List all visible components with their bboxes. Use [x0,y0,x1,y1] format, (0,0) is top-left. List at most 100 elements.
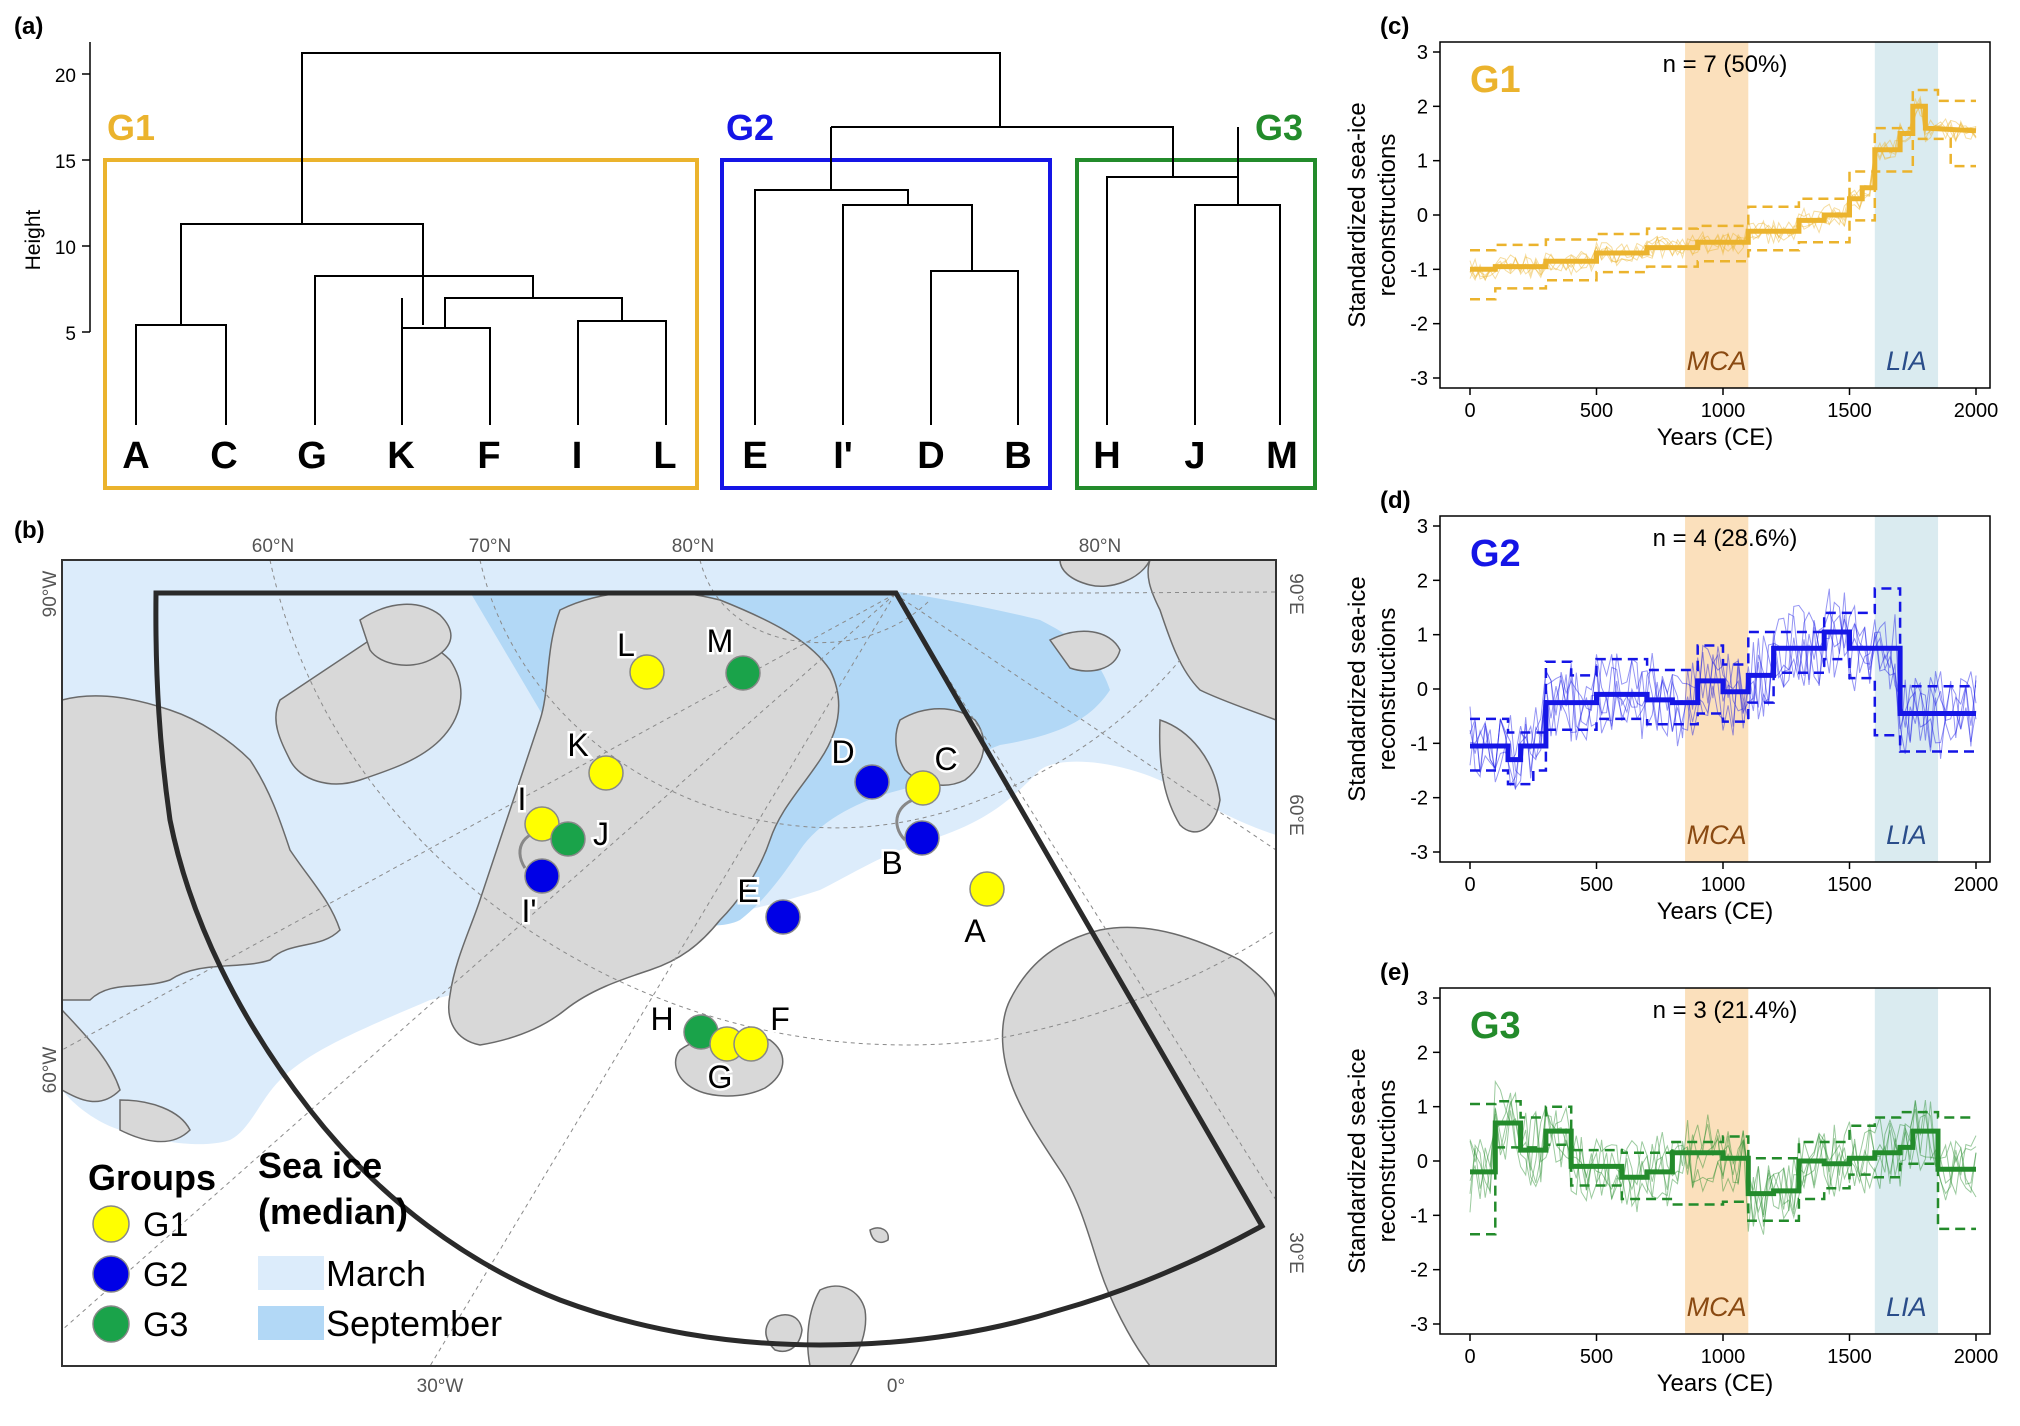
leaf-label: I' [833,435,853,477]
median-line [1470,629,1976,763]
median-line [1470,103,1977,272]
upper-envelope [1470,587,1976,734]
y-tick-label: -2 [1410,314,1428,336]
x-tick-label: 2000 [1954,874,1999,896]
map-canvas [62,560,1276,1366]
x-tick-label: 1000 [1701,874,1746,896]
lower-envelope [1470,657,1976,786]
legend-september-label: September [326,1303,502,1344]
y-tick-label: 3 [1417,516,1428,538]
y-tick-label: 3 [1417,988,1428,1010]
x-tick-label: 2000 [1954,400,1999,422]
legend-g2-marker [92,1255,130,1293]
legend-ice-title-1: Sea ice [258,1145,382,1186]
y-axis-title: Standardized sea-ice reconstructions [1344,102,1401,327]
site-label: A [964,913,986,949]
g2-title: G2 [726,107,774,148]
leaf-label: M [1266,435,1298,477]
g3-title: G3 [1255,107,1303,148]
x-tick-label: 0 [1464,874,1475,896]
upper-envelope [1470,88,1976,252]
site-marker-l [629,654,665,690]
y-tick-label: 5 [65,324,76,345]
lon-label: 30°E [1285,1232,1306,1273]
shade-mca [1685,42,1749,388]
y-tick-label: 10 [55,238,76,259]
lon-label: 60°E [1285,794,1306,835]
site-marker-f [733,1026,769,1062]
legend-g3-marker [92,1305,130,1343]
panel-label: (c) [1380,13,1409,40]
count-label: n = 4 (28.6%) [1653,525,1798,552]
legend-march-label: March [326,1253,426,1294]
legend-groups-title: Groups [88,1157,216,1198]
y-tick-label: -1 [1410,733,1428,755]
y-axis-title: Standardized sea-ice reconstructions [1344,576,1401,801]
panel-label: (e) [1380,959,1409,986]
legend-g1-label: G1 [143,1206,188,1244]
leaf-label: K [387,435,415,477]
legend-september-swatch [258,1306,324,1340]
y-tick-label: -1 [1410,1205,1428,1227]
lon-label: 90°E [1285,573,1306,614]
y-tick-label: 2 [1417,96,1428,118]
upper-envelope [1470,1099,1976,1160]
site-label: E [737,873,758,909]
site-label: B [881,845,902,881]
y-tick-label: 0 [1417,1151,1428,1173]
site-marker-k [588,755,624,791]
y-tick-label: 2 [1417,570,1428,592]
panel-b: (b) [14,517,1306,1397]
y-tick-label: 1 [1417,1097,1428,1119]
leaf-label: C [210,435,237,477]
lat-label: 70°N [469,536,511,557]
x-tick-label: 500 [1580,1346,1613,1368]
median-line [1470,1120,1976,1197]
shade-label-lia: LIA [1886,820,1927,850]
g1-title: G1 [107,107,155,148]
x-tick-label: 1500 [1827,400,1872,422]
panel-a: (a) 5 10 15 20 Height G1 G2 G3 A C G K [14,13,1317,490]
site-label: J [593,816,609,852]
map-legend: Groups G1 G2 G3 Sea ice (median) March S… [88,1145,502,1344]
site-label: K [567,727,588,763]
panel-a-label: (a) [14,13,43,40]
study-area-outline [153,590,1266,1348]
site-label: L [617,627,635,663]
y-ticks: 5 10 15 20 [55,66,90,345]
x-tick-label: 2000 [1954,1346,1999,1368]
leaf-label: B [1004,435,1031,477]
x-tick-label: 500 [1580,400,1613,422]
legend-g2-label: G2 [143,1256,188,1294]
greenland [448,590,840,1046]
y-tick-label: -1 [1410,259,1428,281]
site-marker-d [854,764,890,800]
shade-label-mca: MCA [1687,1292,1747,1322]
member-line [1469,1092,1977,1235]
x-axis-title: Years (CE) [1657,1370,1773,1397]
x-tick-label: 1000 [1701,1346,1746,1368]
shade-lia [1874,516,1939,862]
leaf-label: L [653,435,676,477]
lon-label: 90°W [40,571,61,618]
panel-g2: (d) MCA LIA -3 -2 -1 0 1 2 3 0 500 1000 1500 2000 Years… [1344,487,1998,925]
x-axis-title: Years (CE) [1657,898,1773,925]
y-tick-label: 20 [55,66,76,87]
site-label: G [708,1059,733,1095]
shade-label-lia: LIA [1886,1292,1927,1322]
count-label: n = 7 (50%) [1663,51,1788,78]
dendrogram-branches [135,52,1281,425]
leaf-labels: A C G K F I L E I' D B H J M [122,435,1298,477]
x-tick-label: 1500 [1827,1346,1872,1368]
legend-g3-label: G3 [143,1306,188,1344]
member-line [1469,1079,1977,1227]
x-tick-label: 500 [1580,874,1613,896]
x-tick-label: 0 [1464,1346,1475,1368]
lon-label: 0° [887,1376,905,1397]
x-tick-label: 1000 [1701,400,1746,422]
member-line [1469,601,1977,790]
panel-label: (d) [1380,487,1411,514]
x-tick-label: 0 [1464,400,1475,422]
g2-box [720,158,1052,490]
